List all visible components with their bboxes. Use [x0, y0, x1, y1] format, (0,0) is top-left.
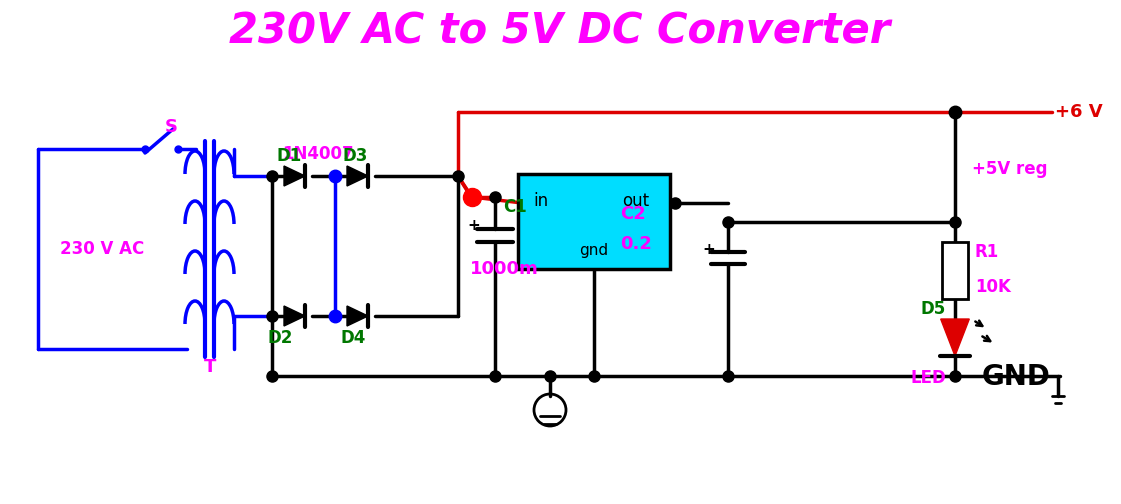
Text: D1: D1 — [277, 147, 303, 165]
Text: gnd: gnd — [580, 243, 609, 259]
Text: D5: D5 — [920, 300, 945, 318]
Text: out: out — [622, 192, 649, 210]
Text: D3: D3 — [343, 147, 369, 165]
Text: 1000m: 1000m — [470, 260, 539, 278]
Text: 10K: 10K — [975, 278, 1011, 296]
Polygon shape — [348, 166, 368, 186]
Text: T: T — [204, 358, 216, 376]
Text: +5V reg: +5V reg — [972, 160, 1047, 178]
Polygon shape — [941, 319, 970, 356]
Text: 0.2: 0.2 — [620, 235, 652, 253]
Polygon shape — [348, 306, 368, 326]
Text: S: S — [165, 118, 178, 136]
Text: 1N4007: 1N4007 — [282, 145, 353, 163]
FancyBboxPatch shape — [518, 174, 670, 269]
Text: C1: C1 — [503, 198, 527, 216]
Text: D4: D4 — [340, 329, 365, 347]
Polygon shape — [284, 306, 305, 326]
Text: C2: C2 — [620, 205, 646, 223]
Text: in: in — [532, 192, 548, 210]
Text: +6 V: +6 V — [1055, 103, 1103, 121]
Text: R1: R1 — [975, 243, 999, 261]
Text: +: + — [702, 241, 715, 257]
Text: D2: D2 — [267, 329, 293, 347]
Text: 230 V AC: 230 V AC — [61, 240, 145, 258]
Polygon shape — [284, 166, 305, 186]
FancyBboxPatch shape — [942, 242, 969, 299]
Text: +: + — [467, 219, 480, 233]
Text: LED: LED — [910, 369, 946, 387]
Text: GND: GND — [982, 363, 1050, 391]
Text: 230V AC to 5V DC Converter: 230V AC to 5V DC Converter — [230, 11, 890, 53]
